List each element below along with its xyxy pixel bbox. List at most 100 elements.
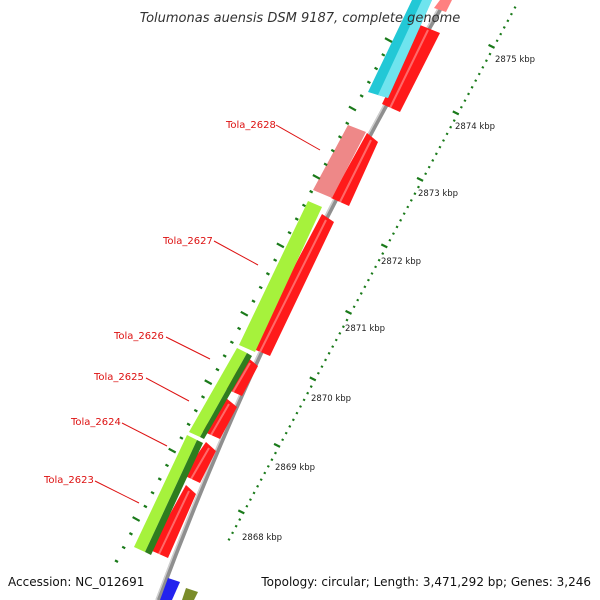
major-tick [416,176,424,182]
minor-tick [259,478,263,482]
minor-tick [509,12,513,16]
scale-tick-ring [227,6,517,541]
cog-feature[interactable] [182,588,198,600]
cog-feature[interactable] [134,435,197,552]
minor-tick [395,225,399,229]
cds-feature[interactable] [331,133,378,206]
cog-feature[interactable] [239,201,322,352]
minor-tick [409,198,413,202]
gene-label-text: Tola_2625 [93,372,144,383]
inner-minor-tick [128,532,133,536]
inner-minor-tick [121,545,126,550]
minor-tick [392,232,395,235]
map-title: Tolumonas auensis DSM 9187, complete gen… [140,11,461,26]
minor-tick [345,318,349,322]
minor-tick [377,258,381,262]
gene-label-tola-2627[interactable]: Tola_2627 [162,236,259,266]
minor-tick [299,405,302,408]
minor-tick [324,358,327,362]
inner-minor-tick [179,436,184,440]
minor-tick [417,185,420,189]
inner-major-tick [348,105,357,112]
inner-minor-tick [164,463,170,468]
topology-text: Topology: circular; Length: 3,471,292 bp… [260,575,591,589]
inner-minor-tick [273,258,278,262]
inner-minor-tick [157,477,162,481]
gene-label-tola-2628[interactable]: Tola_2628 [225,120,321,151]
scale-label: 2874 kbp [455,122,495,132]
cds-feature[interactable] [150,485,196,558]
cog-feature[interactable] [145,440,203,555]
gene-label-tola-2625[interactable]: Tola_2625 [93,372,190,402]
minor-tick [406,205,410,209]
minor-tick [474,79,478,83]
minor-tick [309,385,313,388]
inner-major-tick [384,37,393,43]
gene-label-tola-2626[interactable]: Tola_2626 [113,331,211,360]
cds-feature[interactable] [202,398,237,439]
minor-tick [477,72,481,76]
major-tick [309,376,317,382]
minor-tick [484,59,488,63]
minor-tick [238,518,242,521]
inner-minor-tick [237,326,242,331]
inner-minor-tick [345,121,350,126]
cds-feature[interactable] [434,0,452,12]
minor-tick [356,298,360,302]
inner-minor-tick [143,504,148,509]
minor-tick [506,19,510,23]
major-tick [345,309,353,315]
minor-tick [459,105,463,109]
minor-tick [281,438,285,442]
gene-label-text: Tola_2626 [113,331,164,342]
cog-feature[interactable] [200,353,252,439]
inner-minor-tick [150,490,155,495]
minor-tick [266,464,270,468]
inner-major-tick [204,379,213,386]
minor-tick [463,99,467,102]
inner-minor-tick [229,340,234,345]
minor-tick [424,172,428,176]
minor-tick [352,305,356,309]
major-tick [380,243,388,249]
gene-label-text: Tola_2628 [225,120,276,131]
cog-feature[interactable] [189,348,247,437]
cds-feature[interactable] [183,442,216,483]
inner-major-tick [240,310,249,317]
minor-tick [402,212,406,216]
minor-tick [413,192,417,196]
minor-tick [388,238,392,242]
scale-labels: 2875 kbp 2874 kbp 2873 kbp 2872 kbp 2871… [242,55,535,543]
minor-tick [291,418,295,422]
major-tick [452,110,460,116]
minor-tick [452,119,456,122]
inner-minor-tick [330,148,335,153]
inner-minor-tick [200,395,206,399]
inner-minor-tick [258,285,263,290]
minor-tick [359,292,363,295]
minor-tick [227,538,231,541]
minor-tick [381,252,385,255]
inner-minor-tick [186,422,191,427]
inner-minor-tick [287,230,292,235]
minor-tick [363,285,367,289]
cog-track [134,0,432,600]
inner-minor-tick [301,203,307,208]
minor-tick [499,32,503,36]
scale-label: 2875 kbp [495,55,535,65]
minor-tick [274,451,277,455]
gene-label-tola-2623[interactable]: Tola_2623 [43,475,140,504]
inner-minor-tick [222,354,227,358]
minor-tick [488,52,492,56]
inner-minor-tick [309,189,314,194]
cds-feature[interactable] [251,214,334,356]
cog-feature[interactable] [160,578,180,600]
minor-tick [338,331,342,335]
major-tick [273,442,281,448]
inner-major-tick [168,447,177,454]
gene-label-tola-2624[interactable]: Tola_2624 [70,417,168,447]
gene-label-text: Tola_2623 [43,475,94,486]
cog-feature[interactable] [313,125,366,198]
cds-feature[interactable] [382,25,440,112]
